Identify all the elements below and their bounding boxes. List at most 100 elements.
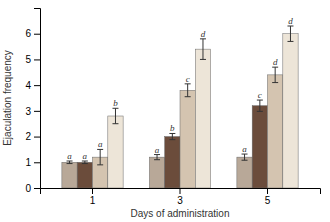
error-bar-cap <box>257 111 263 112</box>
x-axis-line <box>41 189 321 195</box>
x-tick-label: 3 <box>177 195 183 206</box>
bar <box>62 162 77 188</box>
letter-label: b <box>170 123 175 133</box>
error-bar-cap <box>242 160 248 161</box>
bar <box>237 157 252 188</box>
error-bar-cap <box>82 163 88 164</box>
x-tick-mark <box>92 188 93 194</box>
error-bar-cap <box>287 41 293 42</box>
y-tick: 2 <box>25 131 40 142</box>
x-tick-mark <box>267 188 268 194</box>
error-bar <box>272 67 278 82</box>
y-tick-mark <box>34 162 40 163</box>
y-axis: 0 1 2 3 4 5 6 <box>25 9 40 194</box>
series <box>93 67 283 188</box>
error-bar-stem <box>157 155 158 160</box>
error-bar <box>200 39 206 60</box>
error-bar <box>154 155 160 160</box>
error-bar-stem <box>187 84 188 97</box>
y-tick: 5 <box>25 54 40 65</box>
letter-label: d <box>273 57 278 67</box>
error-bar <box>242 154 248 160</box>
letter-labels: aaaabcacdbdd <box>67 16 293 161</box>
bar <box>283 34 298 188</box>
y-tick-mark <box>34 188 40 189</box>
letter-label: a <box>155 145 160 155</box>
y-tick-mark <box>34 59 40 60</box>
series <box>108 26 298 188</box>
y-tick-label: 6 <box>25 28 31 39</box>
bar <box>268 75 283 188</box>
x-tick-mark <box>180 188 181 194</box>
error-bar-cap <box>169 139 175 140</box>
error-bar <box>185 84 191 97</box>
y-tick-label: 1 <box>25 157 31 168</box>
y-tick-label: 3 <box>25 106 31 117</box>
error-bar-stem <box>275 67 276 82</box>
bar <box>165 137 180 188</box>
bar <box>180 90 195 188</box>
y-tick-mark <box>34 85 40 86</box>
error-bar-stem <box>290 26 291 41</box>
letter-label: a <box>83 151 88 161</box>
error-bar-stem <box>202 39 203 60</box>
error-bar-cap <box>67 163 73 164</box>
error-bar-cap <box>112 123 118 124</box>
bar <box>149 157 164 188</box>
error-bar <box>287 26 293 41</box>
error-bar-stem <box>244 154 245 160</box>
y-tick: 4 <box>25 80 40 91</box>
y-tick-mark <box>34 137 40 138</box>
y-tick-mark <box>34 34 40 35</box>
error-bar-stem <box>100 149 101 164</box>
bars <box>62 26 298 188</box>
letter-label: c <box>258 90 262 100</box>
x-axis-title: Days of administration <box>131 208 230 219</box>
error-bar <box>169 133 175 139</box>
y-tick-label: 4 <box>25 80 31 91</box>
error-bar-stem <box>259 100 260 111</box>
error-bar-stem <box>172 133 173 139</box>
y-tick: 3 <box>25 106 40 117</box>
error-bar <box>97 149 103 164</box>
letter-label: b <box>113 98 118 108</box>
x-axis: 1 3 5 <box>41 188 321 206</box>
y-tick-mark <box>34 111 40 112</box>
y-tick: 6 <box>25 28 40 39</box>
x-tick: 3 <box>177 188 183 206</box>
error-bar-cap <box>154 159 160 160</box>
error-bar-cap <box>272 82 278 83</box>
letter-label: a <box>242 144 247 154</box>
bar <box>252 106 267 188</box>
bar <box>195 49 210 188</box>
bar <box>108 116 123 188</box>
letter-label: a <box>98 139 103 149</box>
y-tick-label: 2 <box>25 131 31 142</box>
y-tick-label: 0 <box>25 183 31 194</box>
y-tick-label: 5 <box>25 54 31 65</box>
x-tick-label: 1 <box>90 195 96 206</box>
letter-label: d <box>201 29 206 39</box>
letter-label: c <box>186 74 190 84</box>
letter-label: d <box>288 16 293 26</box>
error-bar <box>82 161 88 164</box>
letter-label: a <box>67 151 72 161</box>
y-axis-line <box>34 9 41 189</box>
bar <box>77 162 92 188</box>
x-tick-label: 5 <box>265 195 271 206</box>
error-bar <box>112 108 118 123</box>
x-tick: 5 <box>265 188 271 206</box>
error-bar-cap <box>200 59 206 60</box>
x-tick: 1 <box>90 188 96 206</box>
error-bar-cap <box>185 96 191 97</box>
error-bar-stem <box>115 108 116 123</box>
series <box>62 154 252 188</box>
series <box>77 100 267 188</box>
error-bar <box>257 100 263 111</box>
chart: 0123456135aaaabcacdbddDays of administra… <box>0 0 330 222</box>
y-tick: 0 <box>25 183 40 194</box>
y-axis-title: Ejaculation frequency <box>2 50 13 146</box>
plot-area: 0123456135aaaabcacdbdd <box>25 9 320 207</box>
error-bar <box>67 161 73 164</box>
y-tick: 1 <box>25 157 40 168</box>
